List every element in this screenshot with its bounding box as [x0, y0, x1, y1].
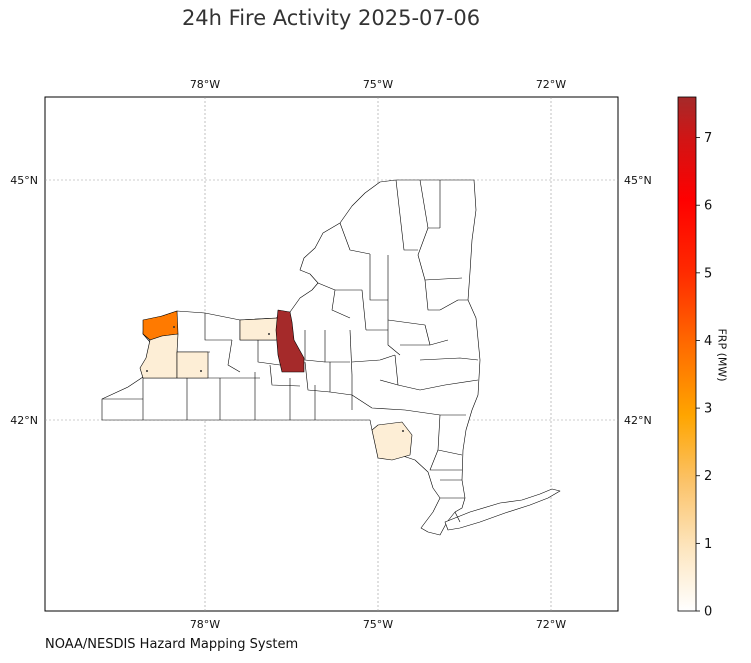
colorbar-tick-label: 5 [704, 266, 712, 281]
lon-tick-label: 75°W [363, 618, 393, 631]
credit-text: NOAA/NESDIS Hazard Mapping System [45, 637, 299, 652]
colorbar-tick-label: 4 [704, 334, 712, 349]
lon-tick-label: 78°W [190, 618, 220, 631]
county-broome [371, 421, 413, 461]
fire-point [146, 370, 148, 372]
county-wayne [239, 317, 279, 341]
map-title: 24h Fire Activity 2025-07-06 [181, 6, 481, 30]
lat-tick-label: 42°N [10, 414, 38, 427]
fire-point [200, 370, 202, 372]
fire-point [268, 333, 270, 335]
fire-points [146, 326, 404, 432]
lon-tick-labels-top: 78°W 75°W 72°W [190, 78, 566, 91]
lat-tick-labels-right: 45°N 42°N [624, 174, 652, 427]
colorbar-tick-label: 0 [704, 605, 712, 620]
county-wyoming [176, 351, 209, 379]
lat-tick-label: 45°N [10, 174, 38, 187]
lat-tick-label: 42°N [624, 414, 652, 427]
colorbar-label: FRP (MW) [715, 328, 729, 382]
lon-tick-label: 75°W [363, 78, 393, 91]
fire-point [173, 326, 175, 328]
colorbar-tick-label: 2 [704, 469, 712, 484]
long-island [444, 488, 561, 531]
colorbar [677, 96, 697, 612]
colorbar-tick-label: 6 [704, 199, 712, 214]
colorbar-tick-label: 1 [704, 537, 712, 552]
lon-tick-label: 72°W [536, 78, 566, 91]
colorbar-tick-label: 3 [704, 402, 712, 417]
county-cayuga [275, 309, 305, 373]
fire-point [402, 430, 404, 432]
lon-tick-label: 78°W [190, 78, 220, 91]
colorbar-ticks: 0 1 2 3 4 5 6 7 [696, 131, 712, 620]
lon-tick-label: 72°W [536, 618, 566, 631]
new-york-state [101, 179, 561, 536]
lon-tick-labels-bottom: 78°W 75°W 72°W [190, 618, 566, 631]
lat-tick-labels-left: 45°N 42°N [10, 174, 38, 427]
colorbar-tick-label: 7 [704, 131, 712, 146]
lat-tick-label: 45°N [624, 174, 652, 187]
